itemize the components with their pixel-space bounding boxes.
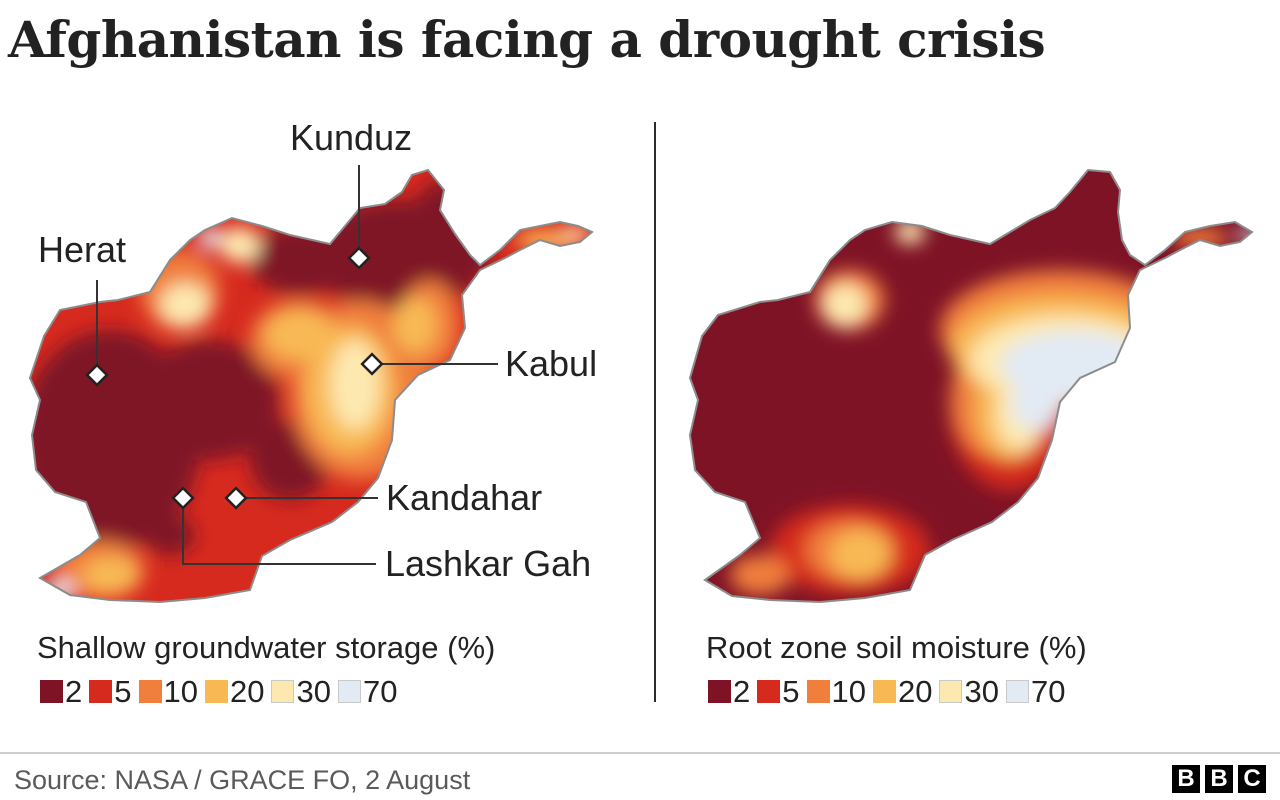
groundwater-map	[29, 165, 593, 603]
city-label-kabul: Kabul	[505, 343, 598, 384]
legend-label: 2	[733, 674, 751, 709]
legend-label: 10	[163, 674, 198, 709]
city-label-kunduz: Kunduz	[290, 117, 413, 158]
legend-item: 5	[89, 674, 132, 709]
legend-swatch	[806, 680, 830, 703]
legend-item: 70	[337, 674, 398, 709]
kandahar-marker	[224, 486, 248, 510]
city-label-lashkar-gah: Lashkar Gah	[385, 543, 592, 584]
soil-moisture-map	[689, 169, 1253, 603]
bbc-logo: B B C	[1167, 765, 1266, 793]
legend-item: 20	[204, 674, 265, 709]
legend-swatch	[204, 680, 228, 703]
legend-label: 30	[296, 674, 331, 709]
legend-item: 30	[939, 674, 999, 709]
city-label-kandahar: Kandahar	[386, 477, 543, 518]
legend-swatch	[138, 680, 162, 703]
kabul-marker	[360, 352, 384, 376]
kunduz-marker	[347, 246, 371, 270]
herat-marker	[85, 363, 109, 387]
legend-item: 2	[708, 676, 750, 707]
legend-swatch	[708, 680, 731, 703]
legend-item: 30	[271, 674, 331, 709]
legend-item: 10	[138, 674, 198, 709]
logo-letter: B	[1172, 765, 1200, 793]
logo-letter: B	[1205, 765, 1233, 793]
logo-letter: C	[1238, 765, 1266, 793]
legend-item: 5	[757, 674, 800, 709]
lashkar-gah-marker	[171, 486, 195, 510]
legend-item: 70	[1005, 674, 1066, 709]
legend-label: 30	[964, 674, 999, 709]
legend-label: 5	[114, 674, 132, 709]
legend-label: 10	[831, 674, 866, 709]
legend-label: 20	[897, 674, 933, 709]
legend-swatch	[337, 680, 361, 703]
legend-swatch	[40, 680, 63, 703]
left-legend-title: Shallow groundwater storage (%)	[37, 630, 496, 665]
source-note: Source: NASA / GRACE FO, 2 August	[14, 765, 471, 795]
legend-label: 70	[1030, 674, 1066, 709]
legend-swatch	[757, 680, 781, 703]
right-legend: 2 5 10 20 30 70	[708, 676, 1072, 707]
legend-label: 20	[229, 674, 265, 709]
legend-item: 2	[40, 676, 82, 707]
city-label-herat: Herat	[38, 229, 127, 270]
right-legend-title: Root zone soil moisture (%)	[706, 630, 1087, 665]
legend-label: 5	[782, 674, 800, 709]
legend-swatch	[1005, 680, 1029, 703]
legend-label: 70	[362, 674, 398, 709]
legend-label: 2	[65, 674, 83, 709]
left-legend: 2 5 10 20 30 70	[40, 676, 404, 707]
legend-swatch	[872, 680, 896, 703]
legend-item: 10	[806, 674, 866, 709]
legend-item: 20	[872, 674, 933, 709]
footer-divider	[0, 752, 1280, 754]
legend-swatch	[939, 680, 963, 703]
panel-divider	[654, 122, 656, 702]
chart-title: Afghanistan is facing a drought crisis	[8, 10, 1046, 69]
legend-swatch	[271, 680, 295, 703]
legend-swatch	[89, 680, 113, 703]
